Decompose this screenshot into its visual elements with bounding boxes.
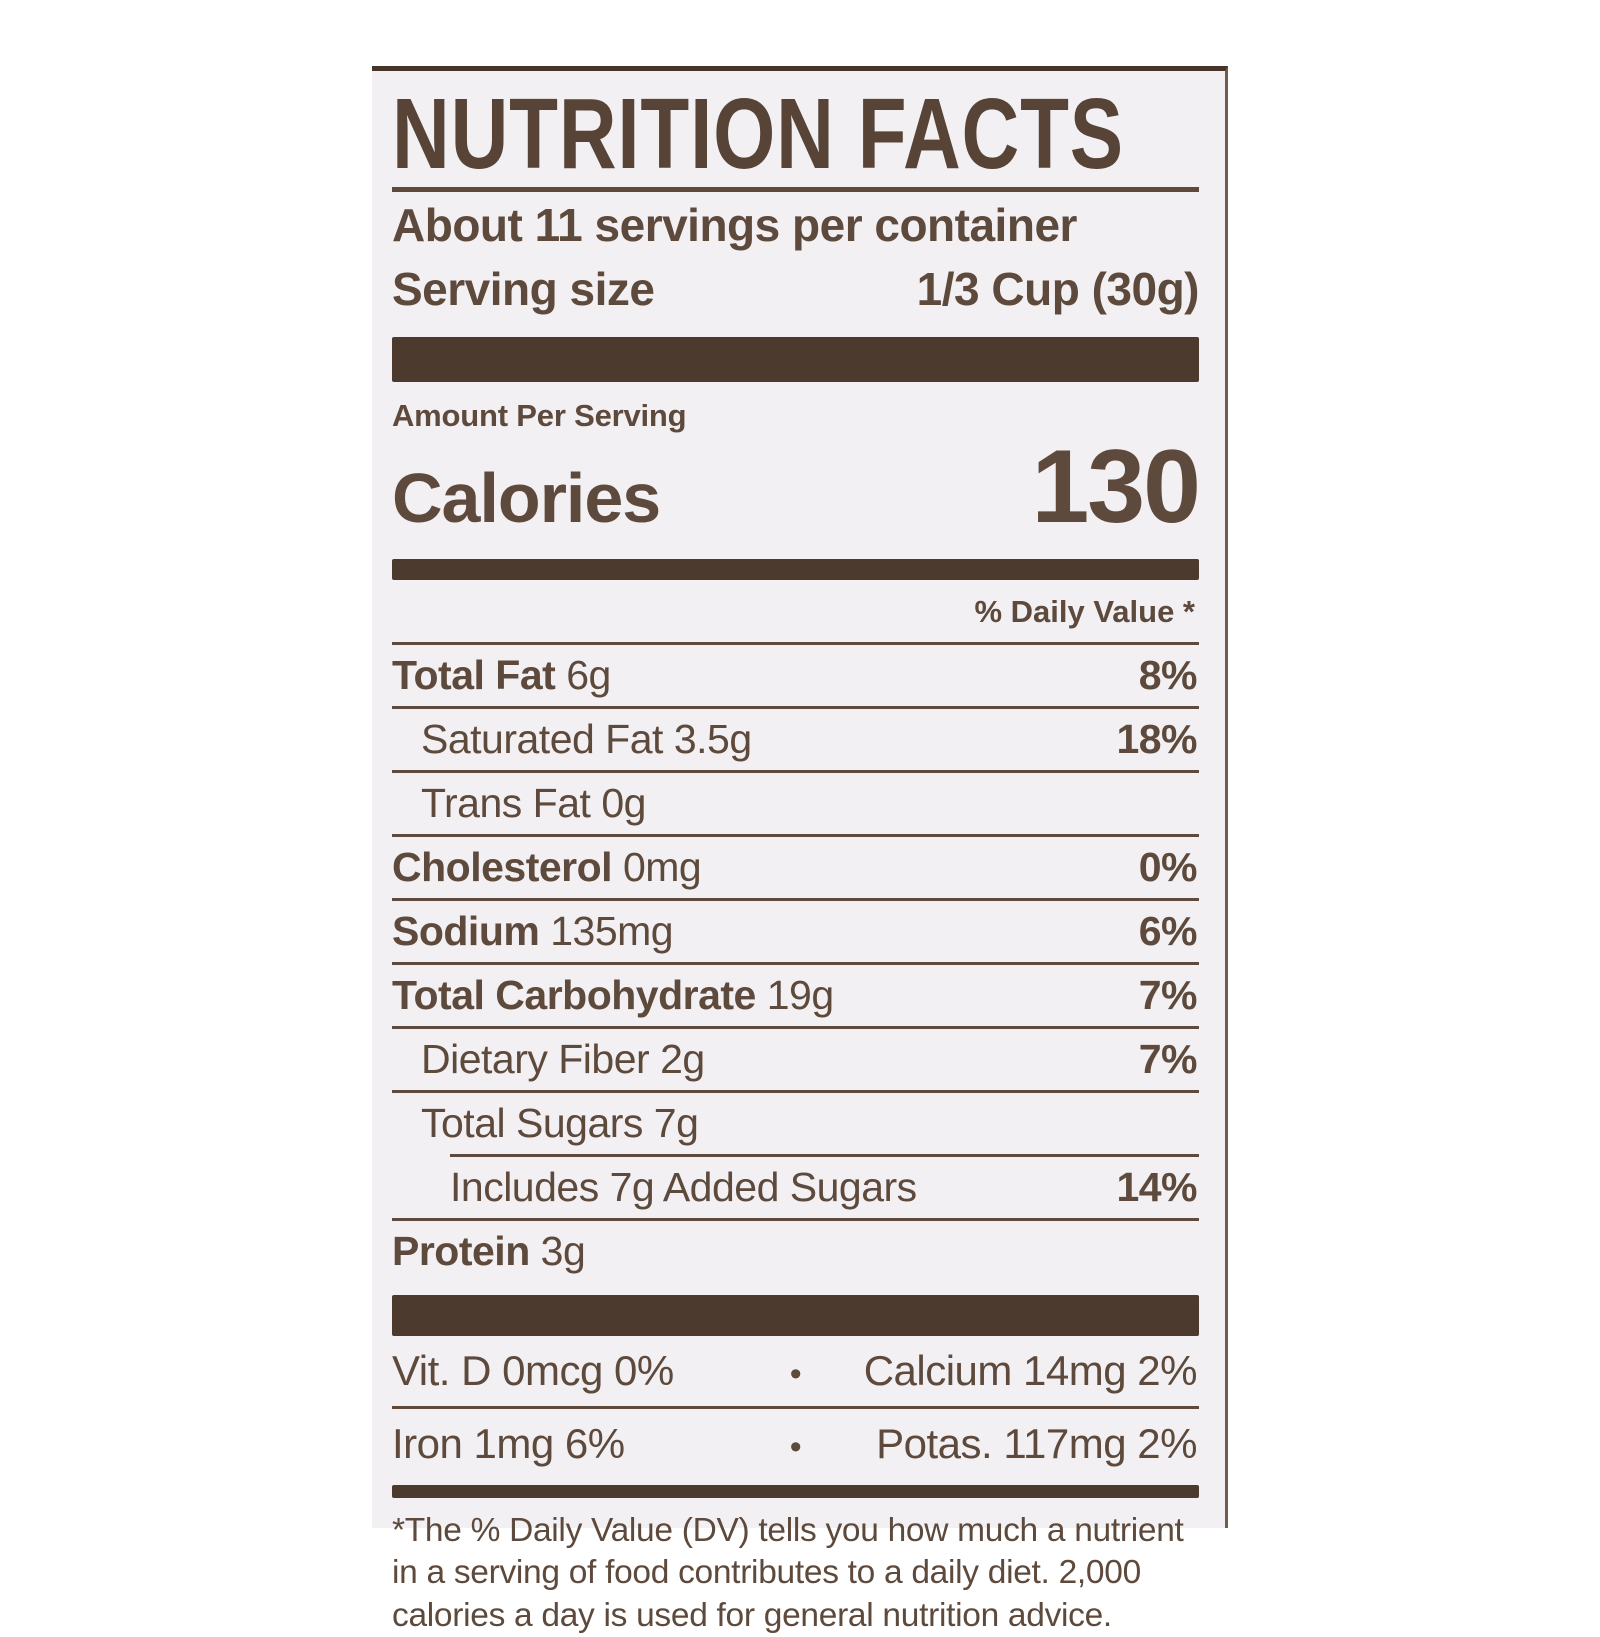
nutrient-row: Cholesterol 0mg 0% bbox=[392, 833, 1199, 898]
bullet-separator: • bbox=[789, 1427, 802, 1466]
nutrient-row: Includes 7g Added Sugars 14% bbox=[450, 1153, 1199, 1218]
nutrient-daily-value: 7% bbox=[1138, 1035, 1198, 1082]
micronutrient-left: Vit. D 0mcg 0% bbox=[392, 1346, 674, 1394]
nutrient-daily-value: 6% bbox=[1138, 907, 1198, 954]
nutrient-name-amount: Cholesterol 0mg bbox=[392, 843, 702, 890]
nutrient-row: Protein 3g bbox=[392, 1217, 1199, 1282]
calories-value: 130 bbox=[1031, 428, 1201, 545]
micronutrient-rows: Vit. D 0mcg 0% • Calcium 14mg 2% Iron 1mg 6… bbox=[392, 1336, 1199, 1479]
medium-divider-bar-calories bbox=[392, 558, 1199, 580]
nutrient-name-amount: Total Fat 6g bbox=[392, 651, 611, 698]
nutrient-name-amount: Protein 3g bbox=[392, 1227, 586, 1274]
nutrient-daily-value: 18% bbox=[1116, 715, 1197, 762]
nutrient-rows: Total Fat 6g 8% Saturated Fat 3.5g 18% Trans… bbox=[392, 641, 1199, 1282]
servings-per-container: About 11 servings per container bbox=[392, 199, 1077, 251]
daily-value-footnote: *The % Daily Value (DV) tells you how mu… bbox=[392, 1511, 1184, 1634]
nutrient-row: Trans Fat 0g bbox=[392, 769, 1199, 834]
label-title: NUTRITION FACTS bbox=[392, 78, 1124, 190]
nutrient-row: Dietary Fiber 2g 7% bbox=[392, 1025, 1199, 1090]
title-divider bbox=[392, 187, 1199, 192]
nutrient-daily-value: 0% bbox=[1138, 843, 1198, 890]
bullet-separator: • bbox=[789, 1354, 802, 1393]
nutrient-daily-value: 7% bbox=[1138, 971, 1198, 1018]
micronutrient-left: Iron 1mg 6% bbox=[392, 1419, 625, 1467]
micronutrient-right: Potas. 117mg 2% bbox=[876, 1419, 1197, 1467]
micronutrient-row: Vit. D 0mcg 0% • Calcium 14mg 2% bbox=[392, 1336, 1199, 1406]
calories-row: Calories 130 bbox=[392, 428, 1201, 547]
micronutrient-right: Calcium 14mg 2% bbox=[863, 1346, 1198, 1394]
micronutrient-row: Iron 1mg 6% • Potas. 117mg 2% bbox=[392, 1405, 1199, 1479]
nutrient-daily-value: 14% bbox=[1116, 1163, 1197, 1210]
nutrient-name-amount: Trans Fat 0g bbox=[421, 779, 646, 826]
nutrient-name-amount: Saturated Fat 3.5g bbox=[421, 715, 752, 762]
nutrient-row: Total Fat 6g 8% bbox=[392, 641, 1199, 706]
nutrient-name-amount: Total Sugars 7g bbox=[421, 1099, 699, 1146]
nutrient-row: Saturated Fat 3.5g 18% bbox=[392, 705, 1199, 770]
serving-size-row: Serving size 1/3 Cup (30g) bbox=[392, 262, 1200, 316]
serving-size-label: Serving size bbox=[392, 262, 655, 315]
serving-size-value: 1/3 Cup (30g) bbox=[916, 262, 1200, 315]
nutrient-row: Sodium 135mg 6% bbox=[392, 897, 1199, 962]
nutrient-daily-value: 8% bbox=[1138, 651, 1198, 698]
nutrient-name-amount: Includes 7g Added Sugars bbox=[450, 1163, 917, 1210]
nutrient-name-amount: Total Carbohydrate 19g bbox=[392, 971, 834, 1018]
thick-divider-bar-top bbox=[392, 336, 1199, 382]
amount-per-serving-label: Amount Per Serving bbox=[392, 397, 687, 433]
calories-label: Calories bbox=[392, 458, 661, 537]
nutrient-row: Total Sugars 7g bbox=[392, 1089, 1199, 1154]
nutrient-name-amount: Dietary Fiber 2g bbox=[421, 1035, 705, 1082]
daily-value-header: % Daily Value * bbox=[974, 593, 1195, 629]
nutrient-row: Total Carbohydrate 19g 7% bbox=[392, 961, 1199, 1026]
nutrient-name-amount: Sodium 135mg bbox=[392, 907, 674, 954]
medium-divider-bar-footer bbox=[392, 1484, 1199, 1498]
thick-divider-bar-bottom bbox=[392, 1294, 1199, 1336]
nutrition-facts-label: NUTRITION FACTS About 11 servings per co… bbox=[372, 66, 1228, 1634]
